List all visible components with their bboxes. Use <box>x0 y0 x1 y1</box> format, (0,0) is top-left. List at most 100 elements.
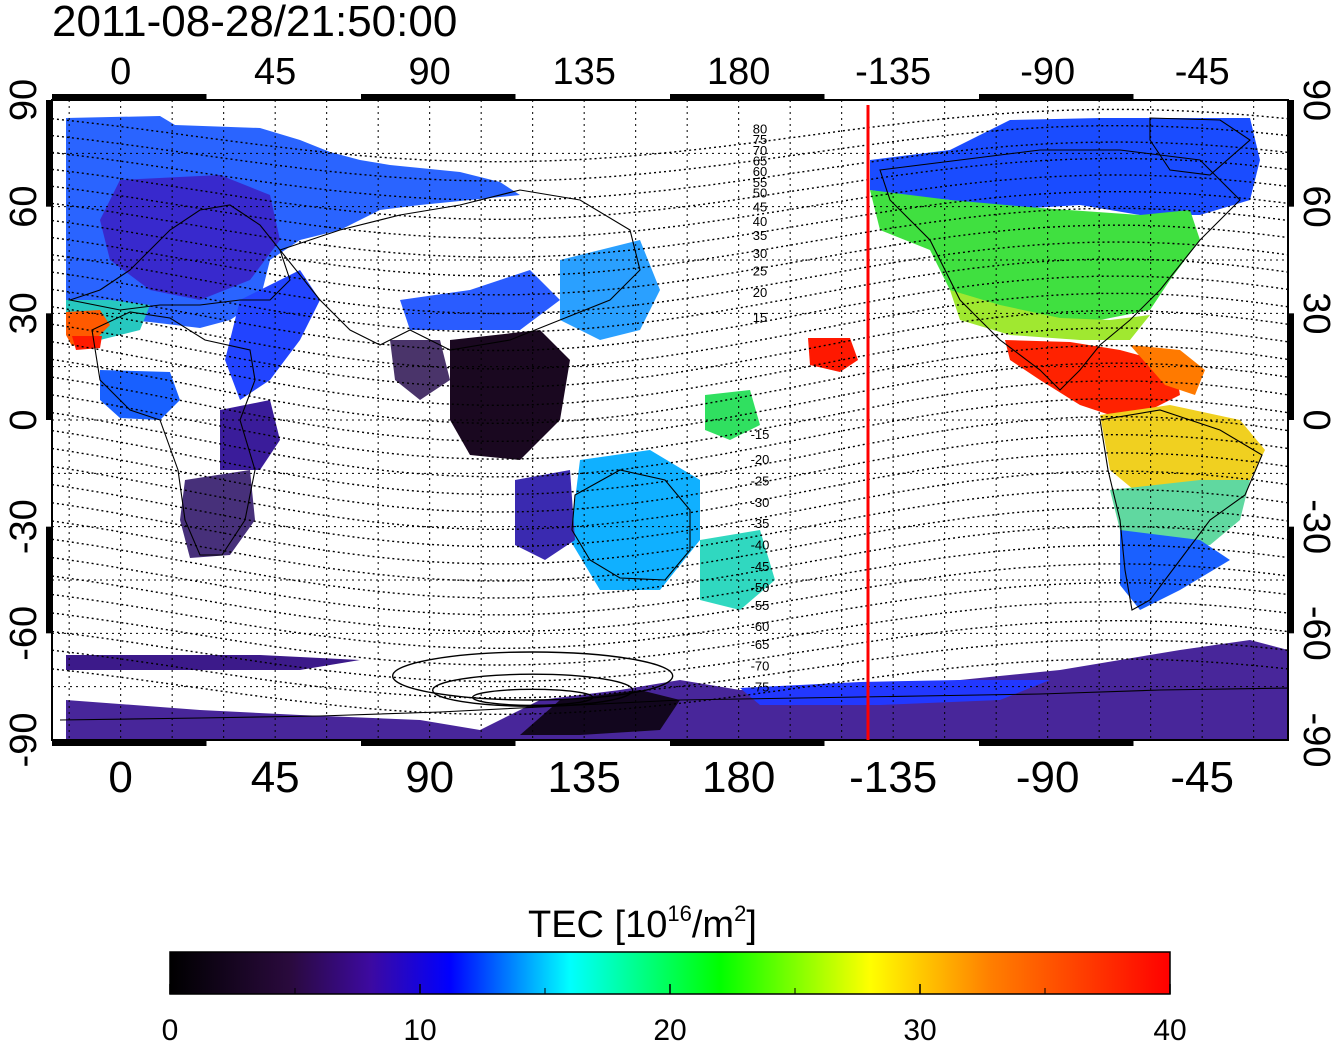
tec-patch-north-america <box>870 190 1200 320</box>
contour-line <box>52 174 1288 239</box>
axis-bar-top <box>52 94 207 100</box>
contour-label: 20 <box>753 285 767 300</box>
lon-tick-top: 0 <box>110 51 131 93</box>
contour-label: 45 <box>753 200 767 215</box>
contour-label: -15 <box>751 427 770 442</box>
tec-patch-south-africa <box>180 470 255 558</box>
contour-line <box>52 327 1288 406</box>
tec-patch-antarctica <box>66 640 1288 740</box>
contour-label: 25 <box>753 264 767 279</box>
contour-line <box>52 275 1288 352</box>
lat-tick-right: 0 <box>1295 409 1337 430</box>
contour-line <box>52 108 1288 163</box>
tec-patch-south-america-mid <box>1110 480 1250 550</box>
axis-bar-top <box>979 94 1134 100</box>
lon-tick-top: -135 <box>855 51 931 93</box>
contour-line <box>52 416 1288 496</box>
lon-tick-top: 45 <box>254 51 296 93</box>
contour-line <box>52 141 1288 201</box>
colorbar-ticks: 0 10 20 30 40 <box>162 984 1187 1042</box>
lat-tick-right: 60 <box>1295 186 1337 228</box>
contour-pole-ring <box>431 673 634 707</box>
contour-label: 30 <box>753 246 767 261</box>
contour-line <box>52 582 1288 649</box>
colorbar-tick-label: 10 <box>403 1014 436 1042</box>
contour-label: -50 <box>751 580 770 595</box>
contour-label: -40 <box>751 537 770 552</box>
lat-tick-left: -90 <box>3 713 45 768</box>
tec-patch-south-band <box>66 655 360 670</box>
tec-patch-mexico <box>1005 340 1180 415</box>
contour-line <box>52 362 1288 442</box>
lon-tick-bottom: -45 <box>1170 753 1234 802</box>
lon-ticks-top: 0 45 90 135 180 -135 -90 -45 <box>110 51 1230 93</box>
contour-label: -70 <box>751 658 770 673</box>
contour-line <box>52 398 1288 478</box>
colorbar-label-exponent2: 2 <box>734 901 747 926</box>
lat-tick-right: -90 <box>1295 713 1337 768</box>
contour-line <box>52 157 1288 220</box>
coast-africa <box>91 311 256 556</box>
coast-greenland <box>1149 117 1251 176</box>
tec-patch-south-america-north <box>1100 405 1265 495</box>
contour-label: -35 <box>751 516 770 531</box>
contour-line <box>52 125 1288 182</box>
tec-patch-africa-west <box>100 370 180 420</box>
contour-label: -75 <box>751 680 770 695</box>
coast-antarctica <box>59 687 1288 721</box>
colorbar-tick-label: 0 <box>162 1014 179 1042</box>
axis-bar-top <box>361 94 516 100</box>
contour-label: -60 <box>751 619 770 634</box>
tec-patch-europe-dark <box>100 175 280 300</box>
lon-tick-bottom: -90 <box>1016 753 1080 802</box>
contour-label: 60 <box>753 164 767 179</box>
lat-ticks-right: 90 60 30 0 -30 -60 -90 <box>1295 79 1337 768</box>
axis-bar-top <box>670 94 825 100</box>
lon-tick-bottom: 90 <box>405 753 454 802</box>
lat-ticks-left: 90 60 30 0 -30 -60 -90 <box>3 79 45 768</box>
lat-tick-left: -60 <box>3 606 45 661</box>
tec-patch-pacific-green <box>705 390 760 440</box>
lat-tick-left: 30 <box>3 292 45 334</box>
axis-bar-right <box>1288 313 1294 420</box>
lon-tick-top: -90 <box>1020 51 1075 93</box>
contour-label: 55 <box>753 175 767 190</box>
colorbar-label-unit: /m <box>691 904 735 946</box>
contour-label: -25 <box>751 473 770 488</box>
tec-patch-india <box>390 340 450 400</box>
contour-label: 70 <box>753 143 767 158</box>
axis-bar-right <box>1288 100 1294 207</box>
axis-bar-bottom <box>361 740 516 746</box>
lon-tick-top: 90 <box>409 51 451 93</box>
contour-label: -20 <box>751 452 770 467</box>
colorbar-label-close: ] <box>746 904 757 946</box>
tec-patch-east-asia <box>560 240 660 340</box>
contour-line <box>52 344 1288 424</box>
lat-tick-right: -60 <box>1295 606 1337 661</box>
lon-tick-bottom: 0 <box>108 753 132 802</box>
axis-bar-bottom <box>670 740 825 746</box>
coast-asia <box>279 189 641 351</box>
axis-bar-right <box>1288 526 1294 634</box>
coastlines <box>59 117 1288 721</box>
lon-tick-top: 135 <box>552 51 615 93</box>
contour-line <box>52 452 1288 530</box>
contour-label: 80 <box>753 121 767 136</box>
contour-line <box>52 488 1288 565</box>
contour-label: -55 <box>751 598 770 613</box>
contour-line <box>52 470 1288 548</box>
tec-patch-east-africa-blue <box>225 270 320 400</box>
coast-north-america <box>879 149 1241 391</box>
contour-label: 65 <box>753 153 767 168</box>
contour-label: -30 <box>751 495 770 510</box>
axis-bar-bottom <box>979 740 1134 746</box>
contour-line <box>52 601 1288 666</box>
contour-label: 40 <box>753 214 767 229</box>
tec-patch-us-south <box>950 290 1150 340</box>
colorbar-label-text: TEC [10 <box>528 904 668 946</box>
contour-label: 15 <box>753 310 767 325</box>
contour-line <box>52 639 1288 699</box>
axis-bars <box>46 94 1294 746</box>
lat-tick-left: 0 <box>3 409 45 430</box>
